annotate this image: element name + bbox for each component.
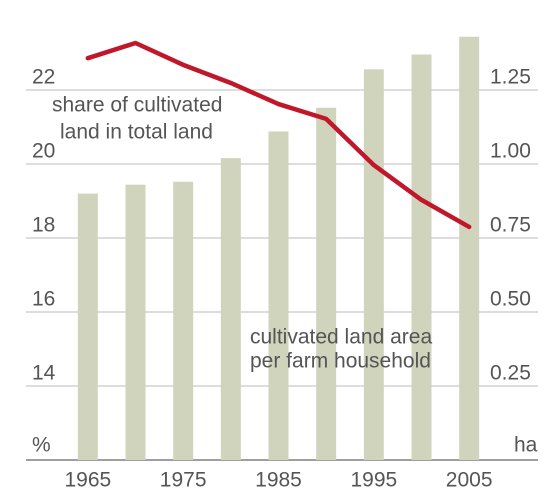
bar	[77, 193, 98, 460]
bar	[411, 54, 432, 460]
annotation: cultivated land area	[250, 326, 432, 349]
bar	[363, 69, 384, 460]
y-tick-label: 20	[32, 140, 55, 163]
y2-tick-label: 0.50	[490, 288, 531, 311]
bar	[220, 158, 241, 460]
bar	[459, 36, 480, 460]
y2-tick-label: 1.00	[490, 140, 531, 163]
x-tick-label: 1995	[350, 469, 397, 492]
annotation: land in total land	[60, 121, 213, 144]
y-tick-label: 22	[32, 66, 55, 89]
annotation: share of cultivated	[52, 94, 222, 117]
y2-unit: ha	[514, 434, 538, 457]
x-tick-label: 1975	[160, 469, 207, 492]
x-tick-label: 2005	[446, 469, 493, 492]
y2-tick-label: 1.25	[490, 66, 531, 89]
bar	[125, 184, 146, 460]
bar	[316, 107, 337, 460]
x-tick-label: 1985	[255, 469, 302, 492]
bar	[268, 131, 289, 460]
y-tick-label: 16	[32, 288, 55, 311]
y-tick-label: 18	[32, 214, 55, 237]
y2-tick-label: 0.75	[490, 214, 531, 237]
y-tick-label: 14	[32, 362, 56, 385]
annotation: per farm household	[250, 350, 431, 373]
x-tick-label: 1965	[64, 469, 111, 492]
y2-tick-label: 0.25	[490, 362, 531, 385]
bar	[173, 181, 194, 460]
line	[85, 40, 472, 230]
y-unit: %	[32, 434, 51, 457]
